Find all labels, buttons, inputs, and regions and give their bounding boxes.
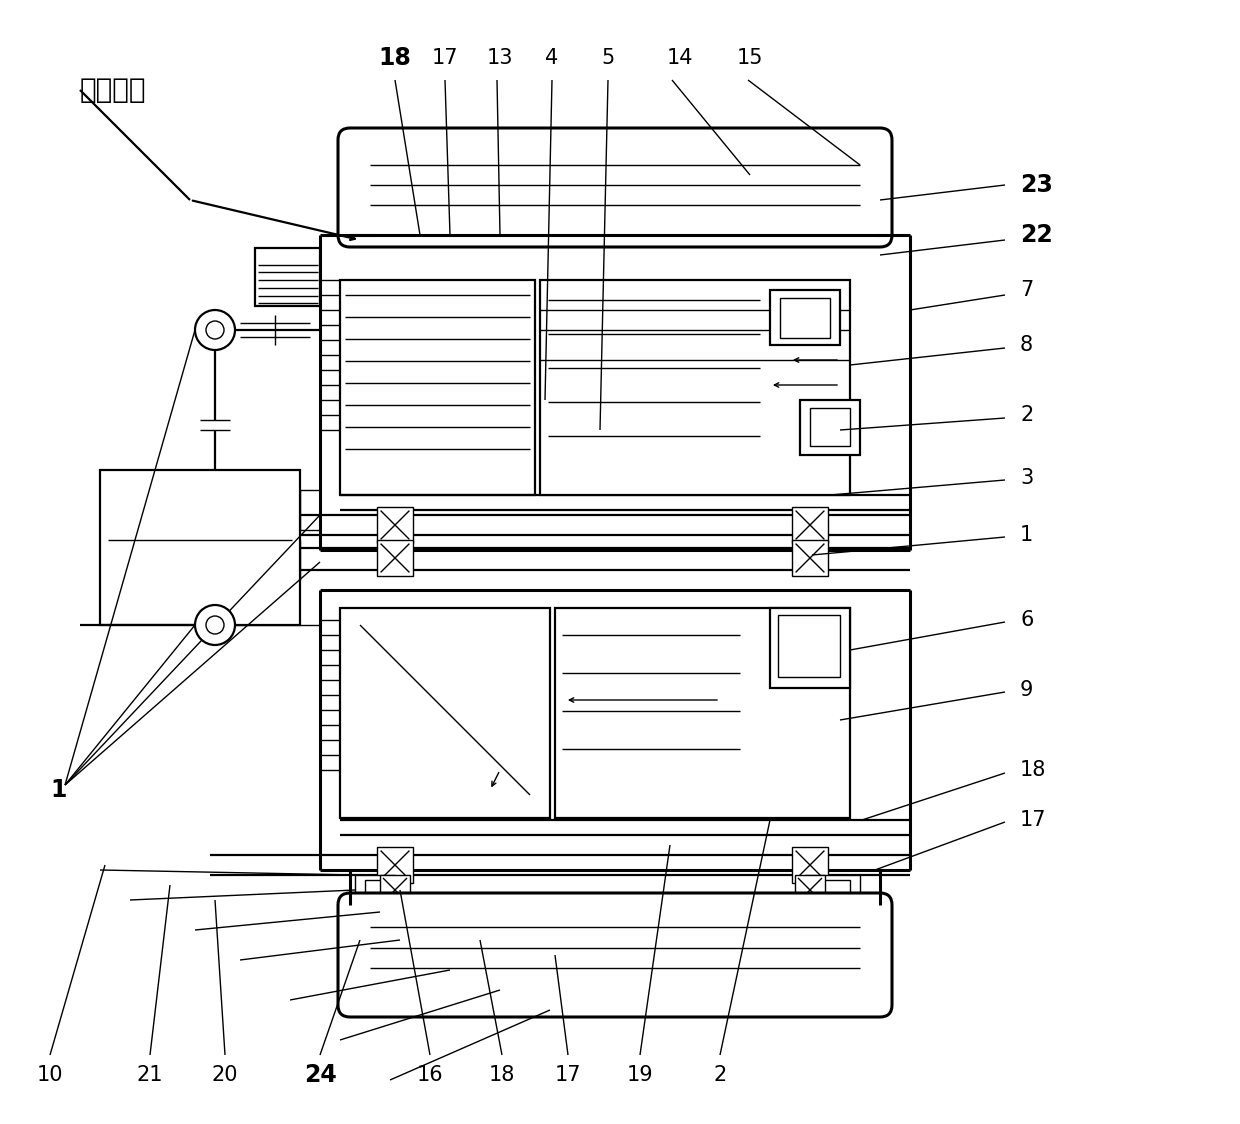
Bar <box>377 507 413 543</box>
Bar <box>800 400 861 455</box>
Text: 1: 1 <box>50 778 67 803</box>
Bar <box>777 615 839 677</box>
Bar <box>377 540 413 575</box>
Text: 17: 17 <box>554 1066 582 1085</box>
Text: 17: 17 <box>432 48 459 67</box>
Text: 2: 2 <box>1021 405 1033 425</box>
Bar <box>795 874 825 905</box>
Bar <box>770 608 849 688</box>
Bar <box>539 280 849 495</box>
Bar <box>355 874 396 903</box>
Text: 7: 7 <box>1021 280 1033 300</box>
Bar <box>815 880 849 898</box>
Bar <box>792 847 828 883</box>
Text: 16: 16 <box>417 1066 444 1085</box>
Text: 22: 22 <box>1021 223 1053 247</box>
Bar <box>805 874 861 903</box>
Text: 14: 14 <box>667 48 693 67</box>
Text: 18: 18 <box>489 1066 515 1085</box>
Bar <box>792 507 828 543</box>
Bar <box>100 470 300 625</box>
Text: 3: 3 <box>1021 468 1033 488</box>
FancyBboxPatch shape <box>339 128 892 247</box>
Text: 20: 20 <box>212 1066 238 1085</box>
Circle shape <box>195 310 236 350</box>
Text: 6: 6 <box>1021 610 1033 629</box>
Text: 9: 9 <box>1021 680 1033 700</box>
Text: 8: 8 <box>1021 335 1033 355</box>
Circle shape <box>206 616 224 634</box>
Bar <box>556 608 849 818</box>
Text: 2: 2 <box>713 1066 727 1085</box>
Text: 18: 18 <box>1021 760 1047 780</box>
Text: 5: 5 <box>601 48 615 67</box>
Text: 15: 15 <box>737 48 764 67</box>
Text: 23: 23 <box>1021 173 1053 197</box>
Bar <box>792 540 828 575</box>
Text: 13: 13 <box>487 48 513 67</box>
Text: 19: 19 <box>626 1066 653 1085</box>
Bar <box>255 248 320 306</box>
Bar <box>340 280 534 495</box>
Text: 4: 4 <box>546 48 559 67</box>
Circle shape <box>206 321 224 339</box>
Text: 18: 18 <box>378 46 412 70</box>
Bar <box>770 290 839 345</box>
Text: 车身悬架: 车身悬架 <box>81 76 146 105</box>
Text: 1: 1 <box>1021 525 1033 545</box>
Bar <box>780 298 830 338</box>
Bar <box>365 880 384 898</box>
Bar <box>810 408 849 446</box>
Circle shape <box>195 605 236 645</box>
FancyBboxPatch shape <box>339 892 892 1017</box>
Bar <box>377 847 413 883</box>
Text: 21: 21 <box>136 1066 164 1085</box>
Text: 17: 17 <box>1021 810 1047 830</box>
Text: 10: 10 <box>37 1066 63 1085</box>
Text: 24: 24 <box>304 1063 336 1087</box>
Bar <box>340 608 551 818</box>
Bar <box>379 874 410 905</box>
